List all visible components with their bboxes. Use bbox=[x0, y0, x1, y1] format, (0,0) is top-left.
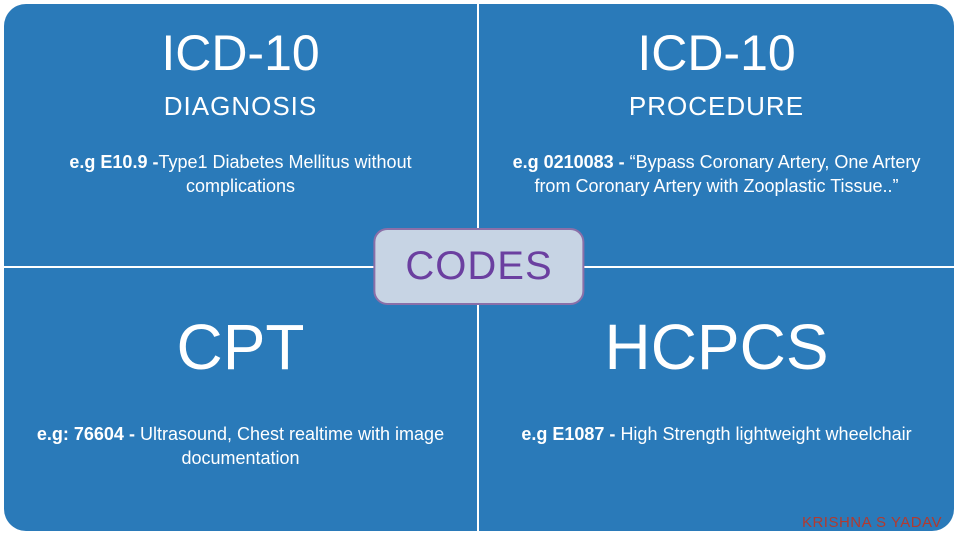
cell-example: e.g 0210083 - “Bypass Coronary Artery, O… bbox=[507, 150, 926, 199]
example-code: e.g E10.9 - bbox=[69, 152, 158, 172]
cell-subtitle: PROCEDURE bbox=[629, 91, 804, 122]
example-text: Type1 Diabetes Mellitus without complica… bbox=[158, 152, 411, 196]
cell-title: ICD-10 bbox=[161, 26, 319, 81]
author-credit: KRISHNA S YADAV bbox=[802, 514, 942, 531]
cell-cpt: CPT e.g: 76604 - Ultrasound, Chest realt… bbox=[4, 268, 479, 532]
cell-example: e.g: 76604 - Ultrasound, Chest realtime … bbox=[32, 422, 449, 471]
cell-example: e.g E1087 - High Strength lightweight wh… bbox=[521, 422, 911, 446]
example-code: e.g E1087 - bbox=[521, 424, 620, 444]
cell-title: ICD-10 bbox=[637, 26, 795, 81]
cell-hcpcs: HCPCS e.g E1087 - High Strength lightwei… bbox=[479, 268, 954, 532]
example-code: e.g 0210083 - bbox=[513, 152, 630, 172]
cell-title: HCPCS bbox=[604, 312, 828, 382]
cell-title: CPT bbox=[177, 312, 305, 382]
cell-example: e.g E10.9 -Type1 Diabetes Mellitus witho… bbox=[32, 150, 449, 199]
cell-subtitle: DIAGNOSIS bbox=[164, 91, 317, 122]
example-text: High Strength lightweight wheelchair bbox=[620, 424, 911, 444]
center-badge-label: CODES bbox=[405, 243, 552, 287]
center-badge-codes: CODES bbox=[373, 227, 584, 304]
example-code: e.g: 76604 - bbox=[37, 424, 140, 444]
example-text: Ultrasound, Chest realtime with image do… bbox=[140, 424, 444, 468]
author-name: KRISHNA S YADAV bbox=[802, 514, 942, 531]
